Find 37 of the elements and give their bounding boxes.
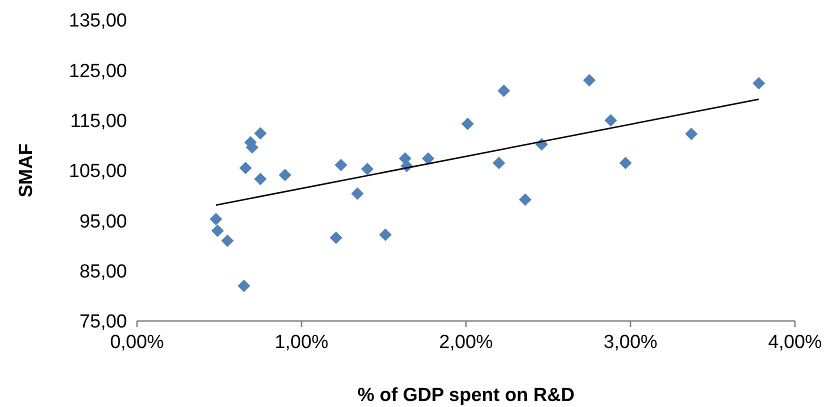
point <box>619 156 632 170</box>
point <box>239 162 252 174</box>
point <box>254 127 267 140</box>
point <box>518 193 532 206</box>
point <box>492 156 506 170</box>
point <box>211 224 224 237</box>
point <box>604 114 618 127</box>
y-axis-title: SMAF <box>16 144 37 198</box>
point <box>334 158 348 172</box>
x-tick-label: 2,00% <box>439 332 494 353</box>
y-tick-label: 95,00 <box>79 211 127 232</box>
point <box>498 84 510 97</box>
y-tick-label: 115,00 <box>70 110 127 132</box>
y-tick-label: 125,00 <box>68 60 127 82</box>
point <box>210 212 222 226</box>
point <box>238 280 250 292</box>
y-tick-label: 85,00 <box>79 261 127 282</box>
point <box>685 128 698 140</box>
point <box>254 172 267 186</box>
point <box>379 228 392 241</box>
point <box>221 234 234 247</box>
point <box>422 152 434 165</box>
point <box>351 187 364 200</box>
x-tick-label: 3,00% <box>604 332 658 353</box>
x-axis-title: % of GDP spent on R&D <box>357 385 575 406</box>
y-tick-label: 135,00 <box>68 10 127 32</box>
point <box>330 231 342 244</box>
point <box>361 162 374 176</box>
x-tick-label: 4,00% <box>768 332 822 353</box>
x-tick-label: 0,00% <box>110 332 164 353</box>
point <box>752 76 766 90</box>
x-tick-label: 1,00% <box>274 332 329 353</box>
point <box>461 118 474 130</box>
y-tick-label: 105,00 <box>68 161 127 182</box>
point <box>583 74 596 86</box>
y-tick-label: 75,00 <box>79 312 127 333</box>
point <box>278 168 292 182</box>
